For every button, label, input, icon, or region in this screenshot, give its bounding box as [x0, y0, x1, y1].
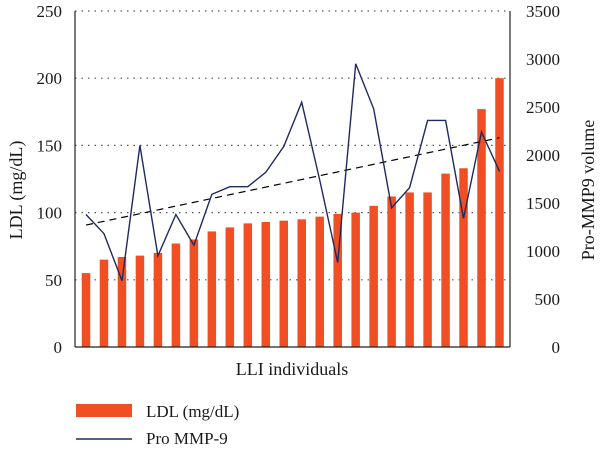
y-tick-right: 0 — [552, 338, 561, 357]
axes — [74, 11, 511, 348]
bar-ldl — [369, 205, 378, 347]
y-tick-right: 2000 — [526, 146, 560, 165]
bar-ldl — [423, 192, 432, 347]
line-pro-mmp9 — [85, 63, 501, 282]
legend-swatch-ldl — [76, 404, 132, 417]
bar-ldl — [117, 256, 127, 347]
y-tick-right: 1000 — [526, 242, 560, 261]
bar-ldl — [261, 222, 271, 347]
line-series-pro-mmp9 — [85, 63, 501, 282]
legend-label-ldl: LDL (mg/dL) — [146, 402, 239, 421]
bar-ldl — [243, 223, 253, 347]
y-tick-right: 3500 — [526, 2, 560, 21]
bar-ldl — [153, 252, 163, 347]
trendline-path — [85, 137, 500, 226]
bar-ldl — [207, 231, 217, 347]
y-tick-right: 3000 — [526, 50, 560, 69]
bar-ldl — [189, 239, 199, 347]
x-axis-title: LLI individuals — [236, 359, 348, 379]
bar-ldl — [459, 168, 468, 347]
y-tick-left: 200 — [37, 69, 63, 88]
bar-ldl — [315, 216, 324, 347]
bar-ldl — [405, 192, 414, 347]
bar-ldl — [225, 227, 235, 347]
y-axis-left-title: LDL (mg/dL) — [6, 141, 27, 240]
y-tick-left: 150 — [37, 136, 63, 155]
bar-ldl — [99, 259, 109, 347]
bar-ldl — [171, 243, 181, 347]
bar-ldl — [135, 255, 145, 347]
bar-ldl — [495, 78, 504, 347]
bar-ldl — [333, 213, 342, 347]
y-tick-left: 250 — [37, 2, 63, 21]
trendline — [85, 137, 500, 226]
bar-ldl — [81, 273, 91, 347]
y-tick-left: 0 — [54, 338, 63, 357]
y-tick-right: 1500 — [526, 194, 560, 213]
bar-ldl — [477, 109, 486, 347]
bar-series-ldl — [81, 78, 504, 347]
y-tick-left: 100 — [37, 204, 63, 223]
bar-ldl — [297, 219, 306, 347]
legend-label-pro-mmp9: Pro MMP-9 — [146, 429, 228, 448]
y-axis-right-title: Pro-MMP9 volume — [578, 120, 598, 261]
legend: LDL (mg/dL) Pro MMP-9 — [76, 402, 239, 448]
y-tick-right: 500 — [535, 290, 561, 309]
bar-ldl — [387, 196, 396, 347]
y-tick-right: 2500 — [526, 98, 560, 117]
bar-ldl — [351, 212, 360, 347]
y-tick-left: 50 — [45, 271, 62, 290]
bar-ldl — [441, 173, 450, 347]
bar-ldl — [279, 220, 289, 347]
tick-labels: 0501001502002500500100015002000250030003… — [37, 2, 561, 357]
